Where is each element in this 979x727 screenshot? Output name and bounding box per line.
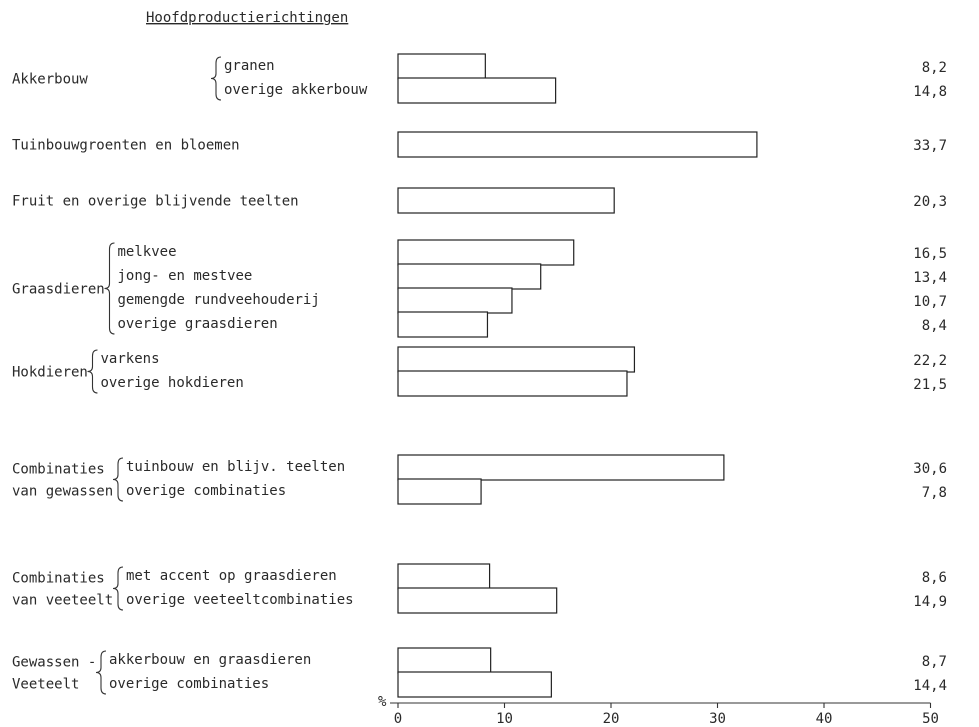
- bar: [397, 239, 575, 266]
- value-label: 8,4: [922, 318, 947, 334]
- x-tick-label: 30: [709, 711, 726, 727]
- category-label: granen: [224, 58, 275, 74]
- bar: [397, 563, 491, 590]
- group-label: Graasdieren: [12, 282, 105, 298]
- category-label: overige combinaties: [126, 483, 286, 499]
- group-brace: [210, 56, 222, 101]
- bar: [397, 53, 486, 80]
- chart-title: Hoofdproductierichtingen: [146, 10, 348, 26]
- value-label: 21,5: [913, 377, 947, 393]
- value-label: 30,6: [913, 461, 947, 477]
- category-label: melkvee: [118, 244, 177, 260]
- category-label: jong- en mestvee: [118, 268, 253, 284]
- value-label: 13,4: [913, 270, 947, 286]
- category-label: overige akkerbouw: [224, 82, 368, 98]
- bar: [397, 187, 615, 214]
- bar: [397, 287, 513, 314]
- category-label: tuinbouw en blijv. teelten: [126, 459, 345, 475]
- category-label: overige graasdieren: [118, 316, 278, 332]
- group-brace: [112, 566, 124, 611]
- bar: [397, 647, 492, 674]
- bar: [397, 478, 482, 505]
- category-label: varkens: [101, 351, 160, 367]
- bar: [397, 587, 558, 614]
- value-label: 20,3: [913, 194, 947, 210]
- group-label: Combinaties: [12, 571, 105, 587]
- x-tick-label: 40: [816, 711, 833, 727]
- bar: [397, 263, 542, 290]
- category-label: met accent op graasdieren: [126, 568, 337, 584]
- x-tick-label: 0: [394, 711, 402, 727]
- group-label: Veeteelt: [12, 677, 79, 693]
- group-label: Combinaties: [12, 462, 105, 478]
- value-label: 10,7: [913, 294, 947, 310]
- bar: [397, 370, 628, 397]
- group-label: van gewassen: [12, 484, 113, 500]
- group-label: Tuinbouwgroenten en bloemen: [12, 138, 240, 154]
- value-label: 7,8: [922, 485, 947, 501]
- bar: [397, 454, 725, 481]
- value-label: 8,6: [922, 570, 947, 586]
- x-axis-label: %: [378, 694, 387, 710]
- value-label: 14,4: [913, 678, 947, 694]
- group-brace: [95, 650, 107, 695]
- value-label: 8,2: [922, 60, 947, 76]
- value-label: 8,7: [922, 654, 947, 670]
- category-label: overige hokdieren: [101, 375, 244, 391]
- group-brace: [104, 242, 115, 335]
- x-tick-label: 20: [603, 711, 620, 727]
- bar: [397, 311, 489, 338]
- category-label: overige veeteeltcombinaties: [126, 592, 354, 608]
- value-label: 33,7: [913, 138, 947, 154]
- category-label: akkerbouw en graasdieren: [109, 652, 311, 668]
- bar: [397, 671, 552, 698]
- category-label: gemengde rundveehouderij: [118, 292, 320, 308]
- group-label: Fruit en overige blijvende teelten: [12, 194, 299, 210]
- x-tick-label: 10: [496, 711, 513, 727]
- group-label: Akkerbouw: [12, 72, 88, 88]
- group-label: Hokdieren: [12, 365, 88, 381]
- chart-marks: Akkerbouw granen 8,2 overige akkerbouw 14,8 T…: [12, 53, 947, 698]
- bar: [397, 131, 758, 158]
- group-label: Gewassen -: [12, 655, 96, 671]
- bar: [397, 77, 557, 104]
- value-label: 14,9: [913, 594, 947, 610]
- group-brace: [112, 457, 124, 502]
- category-label: overige combinaties: [109, 676, 269, 692]
- value-label: 14,8: [913, 84, 947, 100]
- value-label: 22,2: [913, 353, 947, 369]
- group-label: van veeteelt: [12, 593, 113, 609]
- value-label: 16,5: [913, 246, 947, 262]
- x-tick-label: 50: [922, 711, 939, 727]
- x-axis: % 0 10 20 30 40 50: [378, 694, 939, 727]
- group-brace: [87, 349, 98, 394]
- bar: [397, 346, 636, 373]
